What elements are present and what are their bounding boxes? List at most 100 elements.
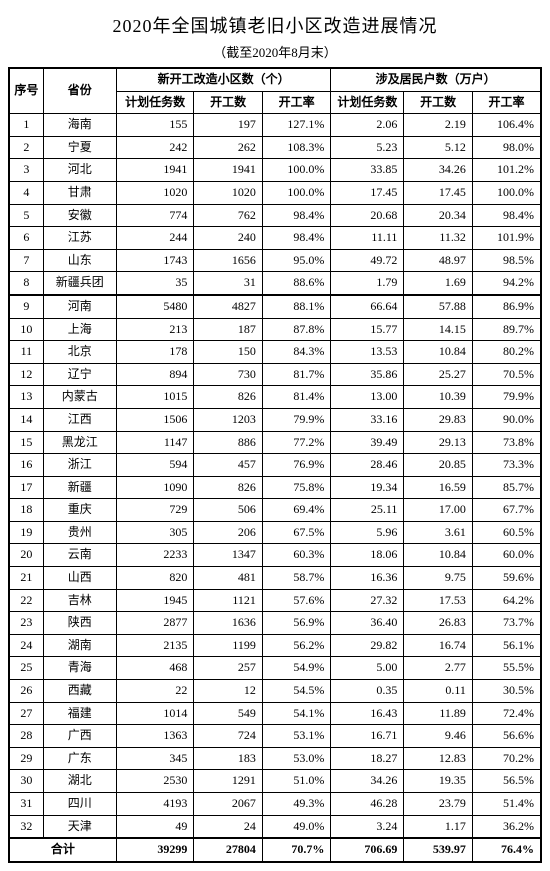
cell-province: 重庆 xyxy=(43,499,116,522)
cell-started2: 29.13 xyxy=(404,431,472,454)
cell-plan2: 16.71 xyxy=(331,725,404,748)
table-row: 13内蒙古101582681.4%13.0010.3979.9% xyxy=(9,386,541,409)
cell-plan1: 894 xyxy=(116,363,194,386)
cell-rate2: 98.4% xyxy=(472,204,541,227)
cell-total-e: 539.97 xyxy=(404,838,472,862)
cell-rate1: 49.3% xyxy=(262,793,330,816)
cell-seq: 8 xyxy=(9,272,43,295)
cell-plan1: 213 xyxy=(116,318,194,341)
cell-started1: 1291 xyxy=(194,770,262,793)
cell-plan1: 1506 xyxy=(116,408,194,431)
cell-province: 吉林 xyxy=(43,589,116,612)
cell-seq: 15 xyxy=(9,431,43,454)
cell-seq: 12 xyxy=(9,363,43,386)
cell-seq: 2 xyxy=(9,136,43,159)
header-province: 省份 xyxy=(43,68,116,114)
cell-seq: 25 xyxy=(9,657,43,680)
cell-plan1: 1945 xyxy=(116,589,194,612)
cell-started2: 3.61 xyxy=(404,521,472,544)
table-row: 29广东34518353.0%18.2712.8370.2% xyxy=(9,747,541,770)
cell-started1: 826 xyxy=(194,476,262,499)
cell-seq: 28 xyxy=(9,725,43,748)
cell-rate2: 100.0% xyxy=(472,181,541,204)
cell-rate2: 60.0% xyxy=(472,544,541,567)
cell-started1: 1656 xyxy=(194,249,262,272)
cell-plan2: 0.35 xyxy=(331,680,404,703)
table-row: 20云南2233134760.3%18.0610.8460.0% xyxy=(9,544,541,567)
cell-plan1: 49 xyxy=(116,815,194,838)
cell-rate2: 89.7% xyxy=(472,318,541,341)
cell-rate1: 98.4% xyxy=(262,204,330,227)
table-row: 27福建101454954.1%16.4311.8972.4% xyxy=(9,702,541,725)
cell-rate1: 76.9% xyxy=(262,454,330,477)
cell-started1: 197 xyxy=(194,114,262,137)
cell-seq: 17 xyxy=(9,476,43,499)
cell-plan1: 1941 xyxy=(116,159,194,182)
cell-rate1: 56.2% xyxy=(262,634,330,657)
cell-rate1: 81.7% xyxy=(262,363,330,386)
cell-rate2: 79.9% xyxy=(472,386,541,409)
cell-started1: 187 xyxy=(194,318,262,341)
cell-plan2: 2.06 xyxy=(331,114,404,137)
cell-plan2: 34.26 xyxy=(331,770,404,793)
cell-rate2: 55.5% xyxy=(472,657,541,680)
cell-started1: 2067 xyxy=(194,793,262,816)
cell-plan2: 11.11 xyxy=(331,227,404,250)
header-started1: 开工数 xyxy=(194,91,262,114)
cell-started2: 20.85 xyxy=(404,454,472,477)
cell-started1: 762 xyxy=(194,204,262,227)
cell-seq: 21 xyxy=(9,567,43,590)
table-row-total: 合计392992780470.7%706.69539.9776.4% xyxy=(9,838,541,862)
cell-rate1: 69.4% xyxy=(262,499,330,522)
cell-rate1: 98.4% xyxy=(262,227,330,250)
cell-rate1: 79.9% xyxy=(262,408,330,431)
cell-started1: 506 xyxy=(194,499,262,522)
cell-seq: 13 xyxy=(9,386,43,409)
cell-plan2: 5.23 xyxy=(331,136,404,159)
cell-started1: 886 xyxy=(194,431,262,454)
cell-province: 湖南 xyxy=(43,634,116,657)
cell-rate2: 85.7% xyxy=(472,476,541,499)
cell-seq: 29 xyxy=(9,747,43,770)
cell-rate1: 75.8% xyxy=(262,476,330,499)
cell-plan2: 33.16 xyxy=(331,408,404,431)
page-subtitle: （截至2020年8月末） xyxy=(8,42,542,61)
cell-rate1: 67.5% xyxy=(262,521,330,544)
cell-started1: 24 xyxy=(194,815,262,838)
cell-total-b: 27804 xyxy=(194,838,262,862)
cell-total-a: 39299 xyxy=(116,838,194,862)
cell-started2: 1.69 xyxy=(404,272,472,295)
cell-province: 安徽 xyxy=(43,204,116,227)
cell-started1: 150 xyxy=(194,341,262,364)
cell-province: 海南 xyxy=(43,114,116,137)
table-row: 8新疆兵团353188.6%1.791.6994.2% xyxy=(9,272,541,295)
cell-rate1: 57.6% xyxy=(262,589,330,612)
cell-started2: 23.79 xyxy=(404,793,472,816)
header-seq: 序号 xyxy=(9,68,43,114)
cell-province: 天津 xyxy=(43,815,116,838)
table-row: 26西藏221254.5%0.350.1130.5% xyxy=(9,680,541,703)
cell-plan1: 594 xyxy=(116,454,194,477)
table-row: 17新疆109082675.8%19.3416.5985.7% xyxy=(9,476,541,499)
cell-plan2: 27.32 xyxy=(331,589,404,612)
cell-plan1: 1020 xyxy=(116,181,194,204)
cell-province: 西藏 xyxy=(43,680,116,703)
cell-rate2: 73.8% xyxy=(472,431,541,454)
cell-started1: 1020 xyxy=(194,181,262,204)
cell-province: 江西 xyxy=(43,408,116,431)
cell-started1: 262 xyxy=(194,136,262,159)
cell-plan1: 5480 xyxy=(116,295,194,318)
cell-started2: 17.45 xyxy=(404,181,472,204)
cell-rate2: 101.2% xyxy=(472,159,541,182)
cell-rate1: 100.0% xyxy=(262,181,330,204)
cell-plan2: 13.53 xyxy=(331,341,404,364)
table-row: 15黑龙江114788677.2%39.4929.1373.8% xyxy=(9,431,541,454)
cell-province: 四川 xyxy=(43,793,116,816)
cell-seq: 10 xyxy=(9,318,43,341)
cell-started1: 730 xyxy=(194,363,262,386)
cell-started2: 57.88 xyxy=(404,295,472,318)
cell-province: 广西 xyxy=(43,725,116,748)
cell-started1: 1199 xyxy=(194,634,262,657)
cell-plan2: 18.27 xyxy=(331,747,404,770)
cell-started1: 4827 xyxy=(194,295,262,318)
